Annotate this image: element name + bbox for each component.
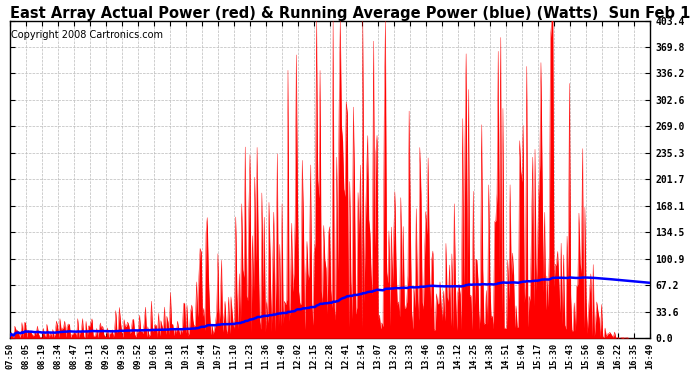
Text: East Array Actual Power (red) & Running Average Power (blue) (Watts)  Sun Feb 17: East Array Actual Power (red) & Running … <box>10 6 690 21</box>
Text: Copyright 2008 Cartronics.com: Copyright 2008 Cartronics.com <box>11 30 164 40</box>
